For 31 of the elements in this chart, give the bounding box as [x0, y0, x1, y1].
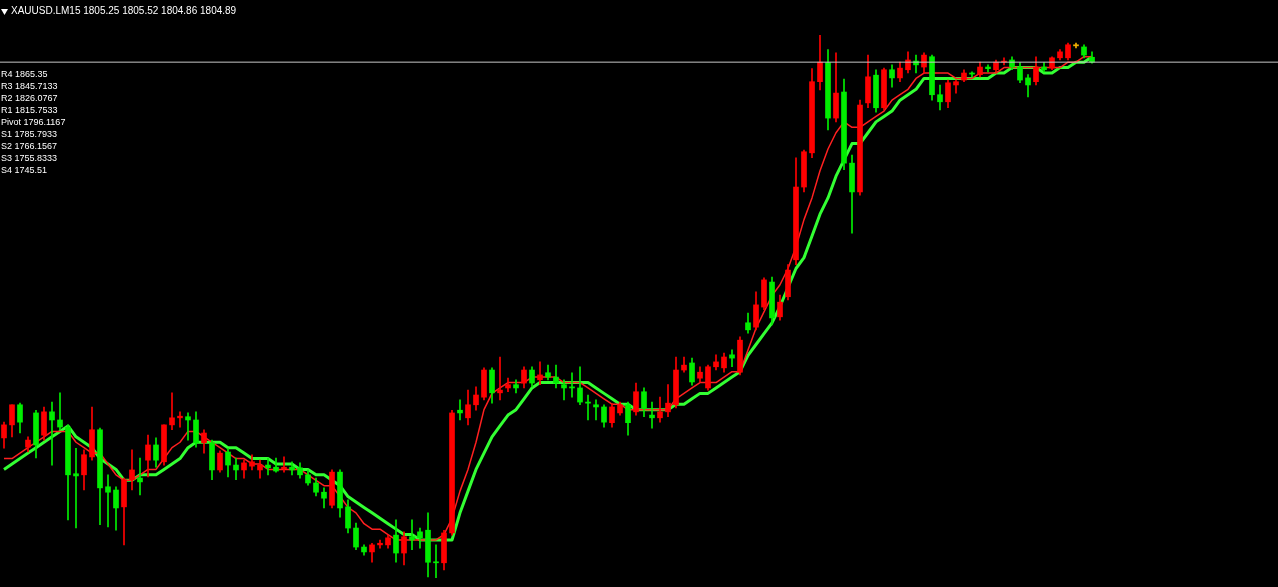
candlestick	[537, 361, 543, 386]
annotation: R1 1815.7533	[1, 104, 59, 116]
candlestick	[289, 461, 295, 476]
candlestick	[729, 349, 735, 368]
candlestick	[73, 447, 79, 529]
annotation: S3 1755.8333	[1, 152, 59, 164]
candlestick	[649, 401, 655, 429]
candlestick	[57, 392, 63, 431]
candlestick	[497, 356, 503, 401]
annotation: R4 1865.35	[1, 68, 49, 80]
candlestick	[281, 456, 287, 473]
candlestick	[137, 457, 143, 496]
candlestick	[177, 411, 183, 428]
candlestick	[561, 379, 567, 401]
candlestick	[169, 392, 175, 431]
candlestick	[409, 519, 415, 551]
annotation: R3 1845.7133	[1, 80, 59, 92]
candlestick	[185, 412, 191, 441]
annotation: R2 1826.0767	[1, 92, 59, 104]
candlestick	[433, 544, 439, 578]
candlestick	[233, 457, 239, 481]
annotation: S4 1745.51	[1, 164, 49, 176]
candlestick	[457, 399, 463, 421]
candlestick	[105, 474, 111, 528]
chart-title: XAUUSD.LM15 1805.25 1805.52 1804.86 1804.89	[11, 5, 237, 16]
candlestick	[593, 399, 599, 421]
annotation: S2 1766.1567	[1, 140, 59, 152]
candlestick	[49, 401, 55, 466]
candlestick	[265, 457, 271, 476]
annotation: S1 1785.7933	[1, 128, 59, 140]
annotation: Pivot 1796.1167	[1, 116, 66, 128]
